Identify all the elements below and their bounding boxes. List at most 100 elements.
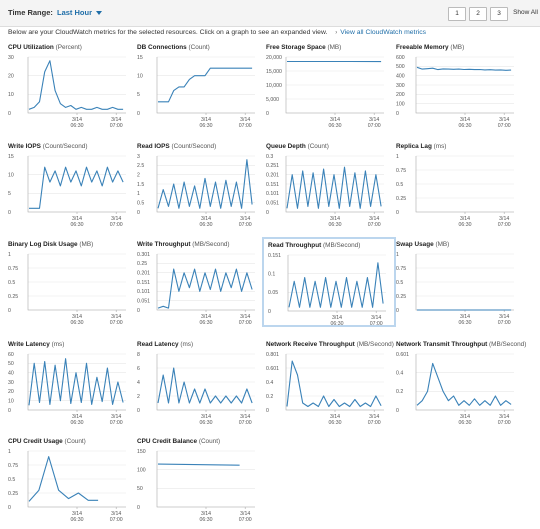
- x-tick-date: 3/14: [111, 117, 121, 123]
- axis-line: [415, 57, 514, 114]
- metric-panel[interactable]: Write IOPS (Count/Second) 15 10 5 0 3/14 06:30…: [8, 143, 134, 230]
- x-tick-time: 07:00: [110, 222, 123, 228]
- y-tick-label: 10,000: [266, 83, 282, 89]
- metric-unit: (MB): [450, 44, 465, 51]
- x-tick-time: 06:30: [71, 320, 84, 326]
- metric-panel[interactable]: Queue Depth (Count) 0.3 0.251 0.201 0.151 0.1…: [266, 143, 392, 230]
- metric-panel[interactable]: Read Latency (ms) 8 6 4 2 0 3/14 06:30 3/14 07:00: [137, 341, 263, 428]
- x-tick-time: 07:00: [239, 517, 252, 523]
- metric-line: [157, 159, 253, 209]
- x-tick-time: 07:00: [110, 123, 123, 129]
- axis-line: [156, 354, 255, 411]
- x-tick-time: 06:30: [200, 517, 213, 523]
- y-tick-label: 0: [137, 505, 140, 511]
- metric-title: CPU Credit Balance (Count): [137, 438, 220, 445]
- y-tick-label: 5: [137, 92, 140, 98]
- y-tick-label: 600: [396, 55, 405, 61]
- metric-name: Read IOPS: [137, 143, 170, 150]
- y-tick-label: 0.151: [266, 182, 279, 188]
- y-tick-label: 0: [8, 111, 11, 117]
- x-tick-date: 3/14: [201, 117, 211, 123]
- y-tick-label: 0.1: [268, 271, 275, 277]
- y-tick-label: 0.75: [8, 266, 18, 272]
- y-tick-label: 100: [396, 101, 405, 107]
- axis-line: [27, 57, 126, 114]
- metric-unit: (Percent): [55, 44, 82, 51]
- metric-panel[interactable]: Replica Lag (ms) 1 0.75 0.5 0.25 0 3/14 06:30 3/…: [396, 143, 522, 230]
- metric-title: Swap Usage (MB): [396, 241, 449, 248]
- axis-line: [285, 156, 384, 213]
- y-tick-label: 0: [137, 210, 140, 216]
- metric-unit: (Count): [188, 44, 210, 51]
- x-tick-time: 07:00: [498, 222, 511, 228]
- y-tick-label: 10: [8, 172, 14, 178]
- x-tick-date: 3/14: [72, 511, 82, 517]
- x-tick-time: 06:30: [459, 123, 472, 129]
- y-tick-label: 0: [266, 408, 269, 414]
- y-tick-label: 150: [137, 449, 146, 455]
- pagination: 1 2 3 Show All: [448, 7, 540, 21]
- y-tick-label: 0.101: [137, 289, 150, 295]
- metric-panel[interactable]: Write Throughput (MB/Second) 0.301 0.25 0.2…: [137, 241, 263, 328]
- metric-panel[interactable]: Network Receive Throughput (MB/Second) 0.…: [266, 341, 394, 428]
- view-all-metrics-link[interactable]: › View all CloudWatch metrics: [335, 29, 426, 36]
- metric-panel[interactable]: CPU Utilization (Percent) 30 20 10 0 3/14 06:3…: [8, 44, 134, 131]
- y-tick-label: 0.75: [396, 168, 406, 174]
- metric-panel[interactable]: Write Latency (ms) 60 50 40 30 20 10 0 3/14 06:30…: [8, 341, 134, 428]
- metric-panel[interactable]: Read IOPS (Count/Second) 3 2.5 2 1.5 1 0.5 0 3/1…: [137, 143, 263, 230]
- metric-title: Read IOPS (Count/Second): [137, 143, 216, 150]
- x-tick-date: 3/14: [499, 117, 509, 123]
- metric-chart: 20,00015,00010,0005,00003/1406:303/1407:…: [266, 55, 384, 129]
- time-range-select[interactable]: Last Hour: [54, 6, 105, 19]
- page-2-button[interactable]: 2: [469, 7, 488, 21]
- metric-name: Network Receive Throughput: [266, 341, 355, 348]
- metric-panel[interactable]: Binary Log Disk Usage (MB) 1 0.75 0.5 0.25 0 3…: [8, 241, 134, 328]
- metric-panel[interactable]: Free Storage Space (MB) 20,000 15,000 10,00…: [266, 44, 392, 131]
- x-tick-time: 07:00: [239, 320, 252, 326]
- page-3-button[interactable]: 3: [490, 7, 509, 21]
- x-tick-date: 3/14: [201, 314, 211, 320]
- metric-panel[interactable]: CPU Credit Usage (Count) 1 0.75 0.5 0.25 0 3/1…: [8, 438, 134, 525]
- axis-line: [27, 451, 126, 508]
- metric-title: Freeable Memory (MB): [396, 44, 464, 51]
- y-tick-label: 0.25: [137, 261, 147, 267]
- x-tick-time: 06:30: [71, 420, 84, 426]
- description: Below are your CloudWatch metrics for th…: [8, 29, 426, 36]
- y-tick-label: 0.201: [137, 270, 150, 276]
- x-tick-time: 06:30: [200, 420, 213, 426]
- metric-panel[interactable]: Swap Usage (MB) 1 0.75 0.5 0.25 0 3/14 06:30 3/1…: [396, 241, 522, 328]
- x-tick-date: 3/14: [369, 414, 379, 420]
- metric-panel[interactable]: Network Transmit Throughput (MB/Second) 0…: [396, 341, 526, 428]
- metric-panel[interactable]: CPU Credit Balance (Count) 150 100 50 0 3/14 0…: [137, 438, 263, 525]
- metric-title: Replica Lag (ms): [396, 143, 446, 150]
- metric-panel[interactable]: Freeable Memory (MB) 600 500 400 300 200 100 0 3…: [396, 44, 522, 131]
- metric-unit: (ms): [51, 341, 65, 348]
- y-tick-label: 0: [8, 408, 11, 414]
- x-tick-time: 07:00: [498, 320, 511, 326]
- x-tick-date: 3/14: [369, 216, 379, 222]
- axis-line: [156, 254, 255, 311]
- metric-line: [28, 456, 99, 502]
- x-tick-date: 3/14: [240, 314, 250, 320]
- y-tick-label: 20: [8, 389, 14, 395]
- y-tick-label: 0.25: [8, 491, 18, 497]
- show-all-button[interactable]: Show All: [513, 9, 538, 16]
- y-tick-label: 1: [8, 449, 11, 455]
- x-tick-time: 06:30: [331, 321, 344, 327]
- metric-panel[interactable]: DB Connections (Count) 15 10 5 0 3/14 06:30 3/1…: [137, 44, 263, 131]
- page-1-button[interactable]: 1: [448, 7, 467, 21]
- x-tick-date: 3/14: [332, 315, 342, 321]
- y-tick-label: 6: [137, 366, 140, 372]
- x-tick-time: 06:30: [71, 123, 84, 129]
- x-tick-date: 3/14: [499, 414, 509, 420]
- metric-unit: (Count/Second): [171, 143, 217, 150]
- axis-line: [156, 57, 255, 114]
- y-tick-label: 300: [396, 83, 405, 89]
- x-tick-date: 3/14: [369, 117, 379, 123]
- metric-panel[interactable]: Read Throughput (MB/Second) 0.151 0.1 0.05 0…: [262, 237, 396, 327]
- y-tick-label: 1: [396, 252, 399, 258]
- x-tick-date: 3/14: [371, 315, 381, 321]
